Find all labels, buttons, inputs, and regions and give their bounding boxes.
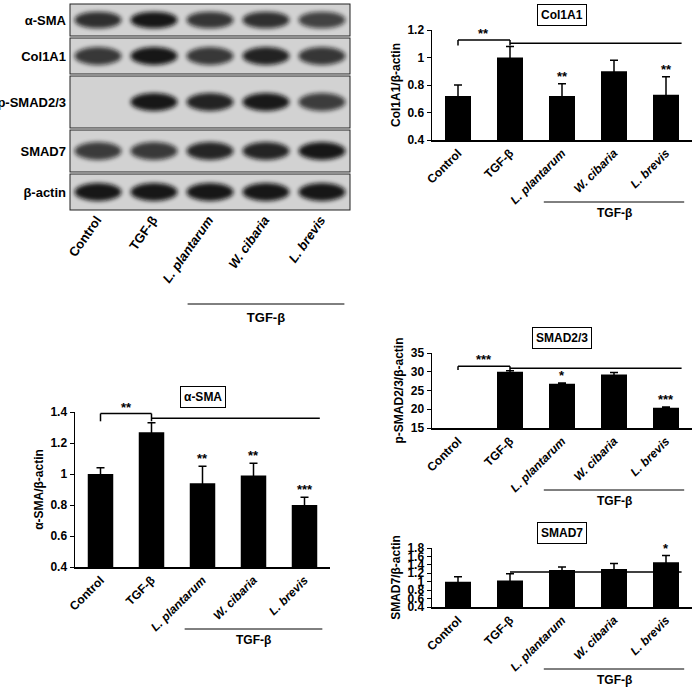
svg-text:15: 15: [411, 421, 425, 435]
svg-text:L. brevis: L. brevis: [628, 146, 673, 191]
svg-text:L. brevis: L. brevis: [628, 613, 673, 658]
svg-text:p-SMAD2/3/β-actin: p-SMAD2/3/β-actin: [392, 337, 406, 443]
svg-text:TGF-β: TGF-β: [481, 613, 516, 648]
svg-text:1.8: 1.8: [407, 541, 424, 555]
svg-text:**: **: [248, 448, 259, 463]
svg-text:α-SMA: α-SMA: [184, 390, 222, 404]
svg-text:**: **: [557, 69, 568, 84]
svg-text:TGF-β: TGF-β: [247, 310, 285, 325]
svg-text:Control: Control: [67, 573, 107, 613]
svg-text:TGF-β: TGF-β: [597, 494, 632, 508]
svg-text:Control: Control: [424, 613, 464, 653]
svg-text:W. cibaria: W. cibaria: [571, 146, 621, 196]
svg-text:0.4: 0.4: [407, 133, 424, 147]
svg-text:β-actin: β-actin: [23, 185, 66, 200]
svg-text:0.4: 0.4: [50, 560, 67, 574]
svg-text:L. brevis: L. brevis: [628, 434, 673, 479]
svg-text:SMAD7: SMAD7: [20, 144, 66, 159]
svg-text:1: 1: [417, 575, 424, 589]
svg-text:p-SMAD2/3: p-SMAD2/3: [0, 95, 66, 110]
svg-text:L. brevis: L. brevis: [266, 573, 311, 618]
svg-text:W. cibaria: W. cibaria: [571, 434, 621, 484]
svg-text:**: **: [661, 62, 672, 77]
svg-text:TGF-β: TGF-β: [236, 633, 271, 647]
svg-text:TGF-β: TGF-β: [481, 434, 516, 469]
svg-text:L. plantarum: L. plantarum: [159, 213, 216, 286]
svg-text:TGF-β: TGF-β: [481, 146, 516, 181]
svg-text:0.6: 0.6: [50, 529, 67, 543]
svg-text:SMAD2/3: SMAD2/3: [536, 331, 588, 345]
svg-text:L. plantarum: L. plantarum: [508, 434, 569, 495]
svg-text:TGF-β: TGF-β: [126, 213, 160, 253]
svg-text:1.4: 1.4: [50, 405, 67, 419]
svg-text:TGF-β: TGF-β: [597, 673, 632, 687]
svg-text:Col1A1: Col1A1: [21, 49, 66, 64]
svg-text:Col1A1/β-actin: Col1A1/β-actin: [389, 43, 403, 127]
svg-text:α-SMA: α-SMA: [25, 13, 67, 28]
svg-text:**: **: [121, 400, 132, 415]
svg-text:L. brevis: L. brevis: [286, 213, 329, 265]
svg-text:***: ***: [476, 352, 492, 367]
svg-text:SMAD7/β-actin: SMAD7/β-actin: [389, 535, 403, 620]
svg-text:L. plantarum: L. plantarum: [148, 573, 209, 634]
svg-text:1.2: 1.2: [407, 23, 424, 37]
svg-text:25: 25: [411, 384, 425, 398]
svg-text:W. cibaria: W. cibaria: [571, 613, 621, 663]
svg-text:0.6: 0.6: [407, 106, 424, 120]
svg-text:0.8: 0.8: [407, 78, 424, 92]
svg-text:1: 1: [417, 51, 424, 65]
svg-text:0.6: 0.6: [407, 592, 424, 606]
svg-text:Col1A1: Col1A1: [541, 8, 583, 22]
svg-text:35: 35: [411, 346, 425, 360]
svg-text:*: *: [663, 541, 669, 556]
svg-text:**: **: [197, 451, 208, 466]
svg-text:TGF-β: TGF-β: [597, 206, 632, 220]
svg-text:0.8: 0.8: [50, 498, 67, 512]
svg-text:Control: Control: [424, 146, 464, 186]
svg-text:30: 30: [411, 365, 425, 379]
svg-text:α-SMA/β-actin: α-SMA/β-actin: [32, 449, 46, 530]
svg-text:1.4: 1.4: [407, 558, 424, 572]
svg-text:SMAD7: SMAD7: [541, 526, 583, 540]
svg-text:***: ***: [297, 482, 313, 497]
svg-text:20: 20: [411, 402, 425, 416]
svg-text:0.8: 0.8: [407, 583, 424, 597]
svg-text:L. plantarum: L. plantarum: [508, 146, 569, 207]
svg-text:1: 1: [60, 467, 67, 481]
svg-text:W. cibaria: W. cibaria: [211, 573, 261, 623]
svg-text:L. plantarum: L. plantarum: [508, 613, 569, 674]
svg-text:**: **: [478, 26, 489, 41]
svg-text:Control: Control: [424, 434, 464, 474]
svg-text:***: ***: [658, 392, 674, 407]
svg-text:TGF-β: TGF-β: [123, 573, 158, 608]
svg-text:Control: Control: [66, 213, 105, 259]
svg-text:0.4: 0.4: [407, 600, 424, 614]
svg-text:1.2: 1.2: [407, 566, 424, 580]
svg-text:*: *: [559, 368, 565, 383]
svg-text:1.2: 1.2: [50, 436, 67, 450]
svg-text:1.6: 1.6: [407, 550, 424, 564]
svg-text:W. cibaria: W. cibaria: [225, 213, 272, 271]
